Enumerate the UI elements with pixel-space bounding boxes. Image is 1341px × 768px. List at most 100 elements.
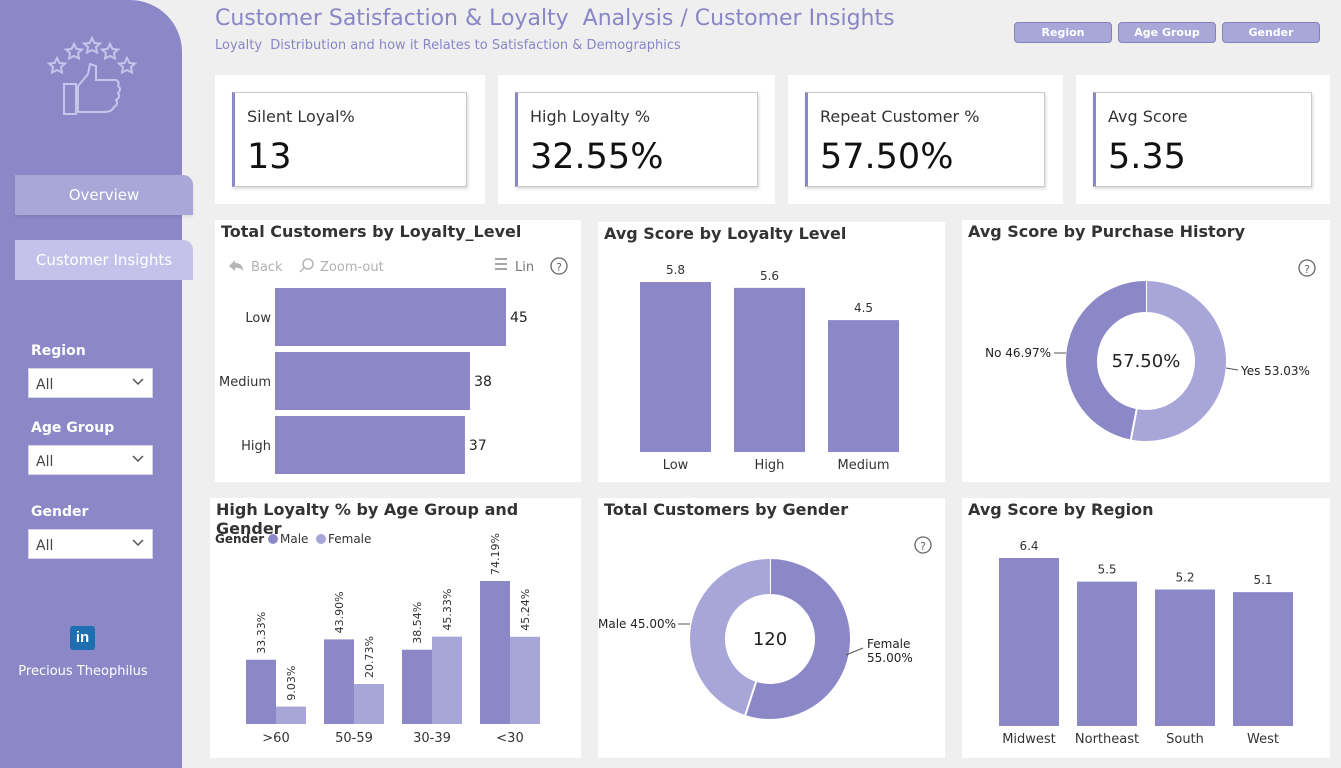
- linear-scale-button[interactable]: Lin: [495, 258, 534, 275]
- chart-title: Avg Score by Loyalty Level: [604, 224, 847, 243]
- data-label: 20.73%: [363, 636, 376, 678]
- slice-label: 55.00%: [867, 651, 913, 665]
- chart-title: Total Customers by Loyalty_Level: [221, 222, 522, 241]
- data-label: 38.54%: [411, 602, 424, 644]
- data-label: 38: [474, 374, 492, 390]
- bar: [246, 659, 276, 724]
- chart-card-customers-by-loyalty: Total Customers by Loyalty_Level Back Zo…: [215, 220, 581, 482]
- bar: [999, 558, 1059, 726]
- back-button[interactable]: Back: [229, 260, 283, 275]
- legend-label: Female: [328, 532, 371, 546]
- gender-dropdown[interactable]: All: [28, 529, 153, 559]
- category-label: >60: [262, 731, 289, 746]
- kpi-card-silent-loyal: Silent Loyal% 13: [215, 75, 485, 204]
- kpi-value: 5.35: [1108, 137, 1186, 177]
- bar: [1155, 589, 1215, 726]
- kpi-value: 13: [247, 137, 292, 177]
- category-label: Low: [245, 311, 271, 326]
- data-label: 74.19%: [489, 533, 502, 575]
- back-arrow-icon: [229, 260, 243, 271]
- slice-label: Yes 53.03%: [1240, 364, 1310, 378]
- chevron-down-icon: [132, 539, 144, 547]
- data-label: 43.90%: [333, 591, 346, 633]
- category-label: <30: [496, 731, 523, 746]
- age-group-slicer-button[interactable]: Age Group: [1118, 22, 1216, 43]
- bar: [510, 636, 540, 724]
- author-name: Precious Theophilus: [18, 664, 148, 679]
- gender-dropdown-value: All: [36, 538, 54, 554]
- chart-card-high-loyalty-by-age-gender: High Loyalty % by Age Group and Gender G…: [210, 498, 581, 758]
- category-label: 50-59: [335, 731, 373, 746]
- donut-slice: [690, 559, 771, 716]
- leader-line: [1225, 367, 1239, 371]
- linkedin-icon[interactable]: in: [70, 626, 95, 650]
- category-label: Medium: [838, 458, 890, 473]
- zoom-out-icon: [302, 258, 314, 270]
- donut-slice: [1130, 281, 1226, 441]
- bar: [1077, 581, 1137, 726]
- bar: [275, 288, 506, 346]
- bar: [354, 684, 384, 724]
- kpi-label: Repeat Customer %: [820, 107, 980, 126]
- data-label: 45: [510, 310, 528, 326]
- data-label: 45.33%: [441, 589, 454, 631]
- category-label: Medium: [219, 375, 271, 390]
- linear-scale-label: Lin: [515, 260, 534, 275]
- chart-card-customers-by-gender: Total Customers by Gender ? 120 Female 55.…: [598, 498, 945, 758]
- age-group-dropdown[interactable]: All: [28, 445, 153, 475]
- list-icon: [495, 258, 507, 270]
- age-group-filter-label: Age Group: [31, 420, 115, 436]
- back-label: Back: [251, 260, 283, 275]
- kpi-label: Avg Score: [1108, 107, 1188, 126]
- data-label: 5.5: [1097, 563, 1116, 577]
- kpi-label: Silent Loyal%: [247, 107, 355, 126]
- zoom-out-label: Zoom-out: [320, 260, 384, 275]
- chart-title: Avg Score by Region: [968, 500, 1154, 519]
- data-label: 5.2: [1175, 571, 1194, 585]
- page-title: Customer Satisfaction & Loyalty Analysis…: [215, 6, 895, 31]
- sidebar: Overview Customer Insights Region All Ag…: [0, 0, 193, 768]
- help-icon[interactable]: ?: [550, 257, 568, 275]
- donut-center-label: 57.50%: [1112, 351, 1181, 372]
- bar: [275, 352, 471, 410]
- slice-label: Female: [867, 637, 910, 651]
- kpi-card-high-loyalty: High Loyalty % 32.55%: [498, 75, 775, 204]
- data-label: 33.33%: [255, 612, 268, 654]
- category-label: South: [1166, 732, 1204, 747]
- data-label: 4.5: [854, 301, 873, 315]
- bar: [275, 416, 465, 474]
- svg-text:?: ?: [1304, 263, 1310, 276]
- nav-overview[interactable]: Overview: [15, 175, 193, 215]
- region-dropdown[interactable]: All: [28, 368, 153, 398]
- data-label: 45.24%: [519, 589, 532, 631]
- loyalty-thumbs-up-icon: [46, 35, 138, 115]
- kpi-label: High Loyalty %: [530, 107, 651, 126]
- slice-separator: [744, 681, 758, 716]
- bar: [640, 282, 711, 452]
- data-label: 9.03%: [285, 666, 298, 701]
- region-slicer-button[interactable]: Region: [1014, 22, 1112, 43]
- slice-separator: [1129, 408, 1138, 440]
- bar: [1233, 592, 1293, 726]
- chart-card-avg-score-by-loyalty: Avg Score by Loyalty Level 5.8 Low 5.6 High…: [598, 222, 945, 482]
- category-label: High: [241, 439, 271, 454]
- donut-chart: 57.50% Yes 53.03% No 46.97%: [985, 281, 1310, 441]
- kpi-card-repeat-customer: Repeat Customer % 57.50%: [788, 75, 1063, 204]
- zoom-out-button[interactable]: Zoom-out: [299, 258, 384, 275]
- chart-card-avg-score-by-purchase-history: Avg Score by Purchase History ? 57.50% Ye…: [962, 220, 1330, 482]
- nav-customer-insights[interactable]: Customer Insights: [15, 240, 193, 280]
- help-icon[interactable]: ?: [913, 535, 933, 555]
- chart-card-avg-score-by-region: Avg Score by Region 6.4 Midwest 5.5 Northea…: [962, 498, 1330, 758]
- donut-slice: [1066, 281, 1147, 440]
- legend-title: Gender: [215, 532, 264, 546]
- column-chart: 6.4 Midwest 5.5 Northeast 5.2 South 5.1 West: [999, 539, 1293, 747]
- bar: [276, 706, 306, 724]
- category-label: 30-39: [413, 731, 451, 746]
- kpi-card-avg-score: Avg Score 5.35: [1076, 75, 1330, 204]
- chevron-down-icon: [132, 378, 144, 386]
- help-icon[interactable]: ?: [1297, 258, 1317, 278]
- gender-slicer-button[interactable]: Gender: [1222, 22, 1320, 43]
- category-label: Low: [663, 458, 689, 473]
- chart-title: Avg Score by Purchase History: [968, 222, 1246, 241]
- category-label: West: [1247, 732, 1279, 747]
